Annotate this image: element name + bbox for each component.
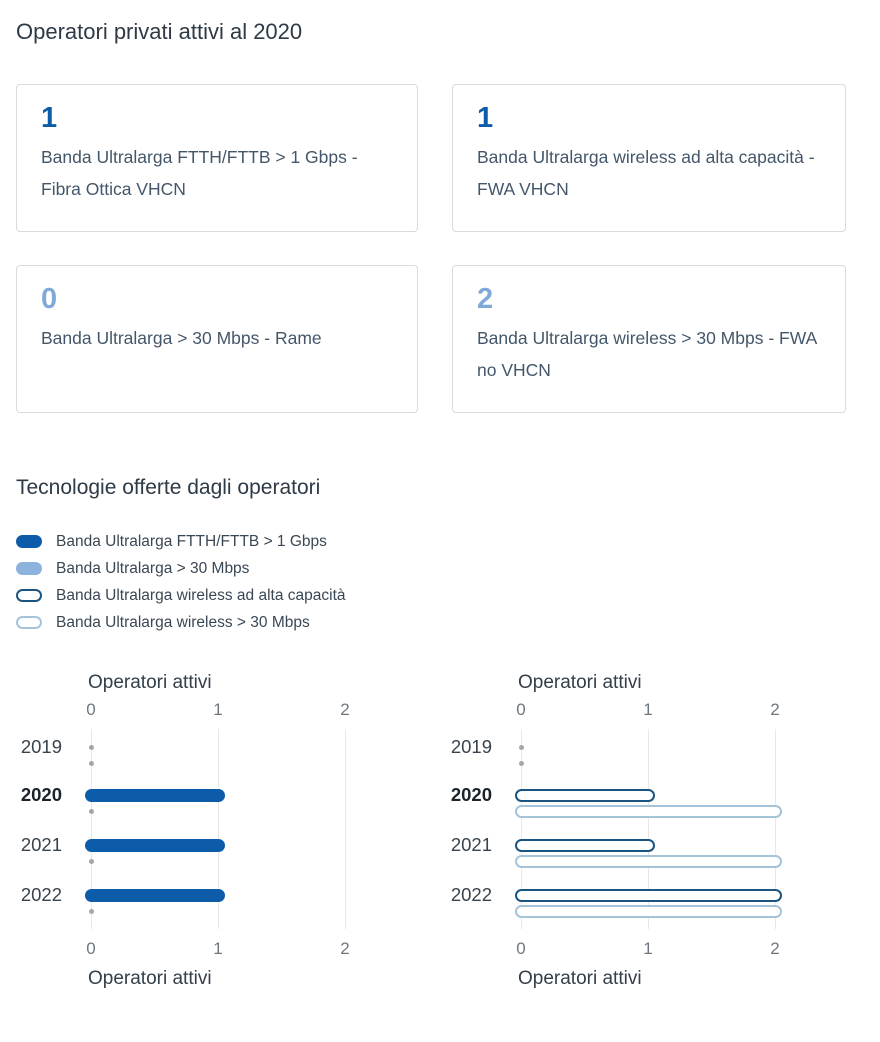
legend-label: Banda Ultralarga > 30 Mbps: [56, 559, 250, 577]
zero-value-dot-2019[interactable]: [518, 760, 524, 766]
chart-title-top: Operatori attivi: [518, 672, 642, 693]
legend-item[interactable]: Banda Ultralarga > 30 Mbps: [16, 555, 880, 582]
outline-dark-swatch-icon: [16, 589, 42, 602]
gridline: [217, 729, 219, 929]
year-label-2019: 2019: [450, 736, 492, 757]
stat-label: Banda Ultralarga wireless ad alta capaci…: [477, 147, 815, 199]
legend-label: Banda Ultralarga FTTH/FTTB > 1 Gbps: [56, 532, 327, 550]
chart-title-bottom: Operatori attivi: [88, 968, 212, 989]
chart-bar-2021[interactable]: [84, 838, 225, 852]
chart-title-top: Operatori attivi: [88, 672, 212, 693]
zero-value-dot-2019[interactable]: [88, 744, 94, 750]
chart-bar-2020[interactable]: [514, 804, 782, 818]
chart-fixed-technologies: Operatori attivi Operatori attivi 0 0 1 1 2 2 20…: [0, 667, 440, 997]
stat-card: 1 Banda Ultralarga wireless ad alta capac…: [452, 84, 846, 232]
charts-row: Operatori attivi Operatori attivi 0 0 1 1 2 2 20…: [0, 667, 880, 997]
stat-value: 0: [41, 283, 58, 315]
gridline: [520, 729, 522, 929]
year-label-2022: 2022: [20, 884, 62, 905]
section-title-technologies: Tecnologie offerte dagli operatori: [16, 476, 321, 499]
stat-value: 1: [477, 102, 494, 134]
gridline: [90, 729, 92, 929]
chart-bar-2022[interactable]: [514, 888, 782, 902]
stat-label: Banda Ultralarga FTTH/FTTB > 1 Gbps - Fi…: [41, 147, 358, 199]
stat-card: 2 Banda Ultralarga wireless > 30 Mbps - F…: [452, 265, 846, 413]
year-label-2021: 2021: [450, 834, 492, 855]
legend-item[interactable]: Banda Ultralarga wireless > 30 Mbps: [16, 609, 880, 636]
stat-value: 1: [41, 102, 58, 134]
x-axis-tick-top: 0: [86, 700, 96, 719]
zero-value-dot-2019[interactable]: [518, 744, 524, 750]
stat-value: 2: [477, 283, 494, 315]
year-label-2019: 2019: [20, 736, 62, 757]
chart-bar-2022[interactable]: [84, 888, 225, 902]
zero-value-dot-2019[interactable]: [88, 760, 94, 766]
chart-bar-2021[interactable]: [514, 854, 782, 868]
x-axis-tick-top: 1: [213, 700, 223, 719]
zero-value-dot-2021[interactable]: [88, 858, 94, 864]
x-axis-tick-bottom: 0: [86, 939, 96, 958]
x-axis-tick-bottom: 1: [643, 939, 653, 958]
legend-item[interactable]: Banda Ultralarga wireless ad alta capaci…: [16, 582, 880, 609]
chart-bar-2020[interactable]: [514, 788, 655, 802]
chart-bar-2022[interactable]: [514, 904, 782, 918]
x-axis-tick-top: 1: [643, 700, 653, 719]
chart-wireless-technologies: Operatori attivi Operatori attivi 0 0 1 1 2 2 20…: [440, 667, 880, 997]
dashboard-page: Operatori privati attivi al 2020 1 Banda …: [0, 18, 880, 997]
legend-item[interactable]: Banda Ultralarga FTTH/FTTB > 1 Gbps: [16, 528, 880, 555]
x-axis-tick-bottom: 0: [516, 939, 526, 958]
x-axis-tick-top: 2: [770, 700, 780, 719]
filled-light-swatch-icon: [16, 562, 42, 575]
gridline: [774, 729, 776, 929]
stat-cards: 1 Banda Ultralarga FTTH/FTTB > 1 Gbps - F…: [16, 84, 880, 413]
year-label-2020: 2020: [20, 784, 62, 805]
chart-bar-2021[interactable]: [514, 838, 655, 852]
section-title-operators: Operatori privati attivi al 2020: [16, 19, 303, 44]
year-label-2021: 2021: [20, 834, 62, 855]
legend-label: Banda Ultralarga wireless > 30 Mbps: [56, 613, 310, 631]
chart-bar-2020[interactable]: [84, 788, 225, 802]
outline-light-swatch-icon: [16, 616, 42, 629]
year-label-2022: 2022: [450, 884, 492, 905]
legend-label: Banda Ultralarga wireless ad alta capaci…: [56, 586, 346, 604]
gridline: [647, 729, 649, 929]
stat-label: Banda Ultralarga wireless > 30 Mbps - FW…: [477, 328, 817, 380]
gridline: [344, 729, 346, 929]
x-axis-tick-bottom: 1: [213, 939, 223, 958]
zero-value-dot-2022[interactable]: [88, 908, 94, 914]
x-axis-tick-top: 2: [340, 700, 350, 719]
stat-label: Banda Ultralarga > 30 Mbps - Rame: [41, 328, 322, 348]
x-axis-tick-bottom: 2: [340, 939, 350, 958]
filled-dark-swatch-icon: [16, 535, 42, 548]
chart-title-bottom: Operatori attivi: [518, 968, 642, 989]
chart-legend: Banda Ultralarga FTTH/FTTB > 1 Gbps Banda…: [16, 528, 880, 636]
year-label-2020: 2020: [450, 784, 492, 805]
zero-value-dot-2020[interactable]: [88, 808, 94, 814]
x-axis-tick-bottom: 2: [770, 939, 780, 958]
x-axis-tick-top: 0: [516, 700, 526, 719]
stat-card: 1 Banda Ultralarga FTTH/FTTB > 1 Gbps - F…: [16, 84, 418, 232]
stat-card: 0 Banda Ultralarga > 30 Mbps - Rame: [16, 265, 418, 413]
